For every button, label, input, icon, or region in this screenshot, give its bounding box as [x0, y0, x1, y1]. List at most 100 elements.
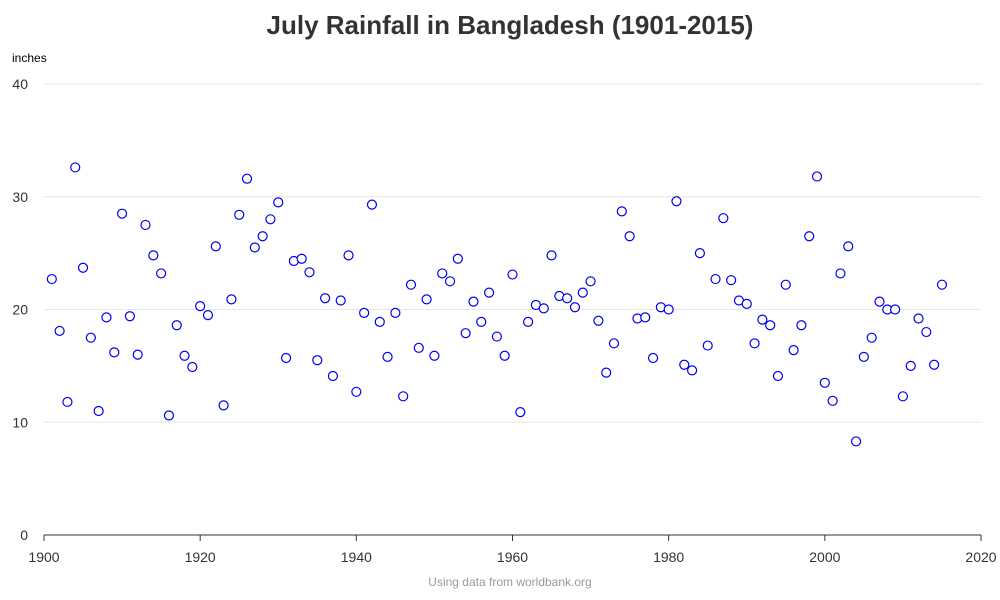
data-point	[601, 367, 612, 378]
data-point	[171, 320, 182, 331]
data-point	[507, 269, 518, 280]
data-point	[679, 359, 690, 370]
data-point	[343, 250, 354, 261]
data-point	[640, 312, 651, 323]
data-point	[788, 344, 799, 356]
data-point	[772, 370, 784, 382]
data-point	[866, 332, 877, 343]
data-point	[124, 311, 135, 322]
data-point	[62, 396, 73, 408]
data-point	[210, 241, 221, 252]
y-tick-label-10: 10	[12, 414, 28, 430]
data-point	[413, 342, 424, 353]
data-point	[858, 351, 869, 362]
data-point	[686, 365, 698, 376]
data-point	[226, 294, 237, 305]
data-point	[897, 391, 909, 402]
data-point	[116, 208, 128, 219]
chart-title: July Rainfall in Bangladesh (1901-2015)	[267, 10, 754, 40]
data-point	[608, 338, 620, 349]
data-point	[749, 338, 760, 349]
data-point	[663, 304, 674, 315]
data-point	[93, 405, 104, 417]
data-point	[499, 350, 510, 361]
data-point	[515, 407, 526, 418]
data-point	[819, 377, 830, 388]
data-point	[280, 352, 292, 364]
y-tick-label-30: 30	[12, 189, 28, 205]
source-note: Using data from worldbank.org	[428, 575, 591, 589]
data-point	[195, 301, 206, 312]
data-point	[569, 302, 581, 313]
gridlines	[44, 83, 981, 423]
data-point	[156, 268, 167, 279]
data-point	[132, 349, 143, 360]
data-point	[710, 273, 721, 285]
data-point	[765, 320, 776, 331]
data-point	[77, 262, 89, 273]
data-point	[140, 219, 151, 231]
data-point	[421, 294, 432, 305]
data-point	[913, 313, 924, 324]
data-point	[241, 173, 253, 184]
data-point	[234, 209, 245, 220]
data-point	[562, 293, 573, 304]
data-point	[702, 340, 713, 351]
data-point	[476, 316, 487, 328]
data-point	[54, 325, 65, 337]
data-point	[483, 287, 495, 298]
data-point	[351, 386, 362, 397]
data-point	[163, 410, 175, 421]
data-point	[452, 253, 463, 264]
data-point	[85, 332, 96, 343]
data-point	[726, 275, 737, 286]
data-point	[796, 320, 807, 331]
y-tick-label-40: 40	[12, 76, 28, 92]
data-point	[850, 436, 862, 447]
data-point	[811, 171, 823, 182]
data-point	[429, 350, 440, 361]
data-point	[874, 296, 885, 307]
data-point	[468, 296, 479, 307]
x-tick-label-1960: 1960	[497, 549, 528, 565]
data-point	[265, 214, 276, 225]
y-axis-label: inches	[12, 51, 47, 65]
data-point	[491, 331, 502, 342]
data-point	[202, 310, 214, 321]
axes: 0 10 20 30 40 1900 1920 1940 1960 1980 2000 2020	[12, 76, 996, 565]
data-point	[390, 307, 401, 318]
data-point	[437, 268, 448, 279]
data-point	[757, 314, 768, 325]
x-tick-label-1980: 1980	[653, 549, 684, 565]
data-point	[405, 279, 417, 290]
data-point	[257, 231, 268, 242]
data-point	[616, 206, 627, 217]
x-tick-label-1920: 1920	[185, 549, 216, 565]
data-point	[585, 276, 596, 287]
data-point	[218, 400, 229, 411]
data-point	[374, 316, 385, 328]
data-point	[335, 295, 346, 306]
x-tick-label-1900: 1900	[28, 549, 59, 565]
data-point	[843, 241, 854, 252]
data-point	[890, 304, 901, 315]
data-point	[460, 328, 471, 339]
data-point	[179, 350, 190, 361]
data-point	[320, 293, 331, 304]
data-point	[835, 268, 846, 279]
data-point	[546, 250, 557, 261]
data-point	[647, 352, 659, 364]
data-point	[718, 213, 729, 224]
data-point	[109, 347, 120, 358]
data-point	[671, 196, 682, 207]
data-point	[741, 298, 752, 309]
data-point	[538, 303, 549, 314]
data-point	[148, 250, 159, 261]
data-point	[46, 273, 57, 285]
x-tick-label-1940: 1940	[341, 549, 372, 565]
data-point	[523, 316, 534, 328]
data-point	[624, 231, 635, 242]
data-point	[694, 248, 706, 259]
data-point	[929, 359, 940, 370]
data-point	[70, 162, 81, 173]
